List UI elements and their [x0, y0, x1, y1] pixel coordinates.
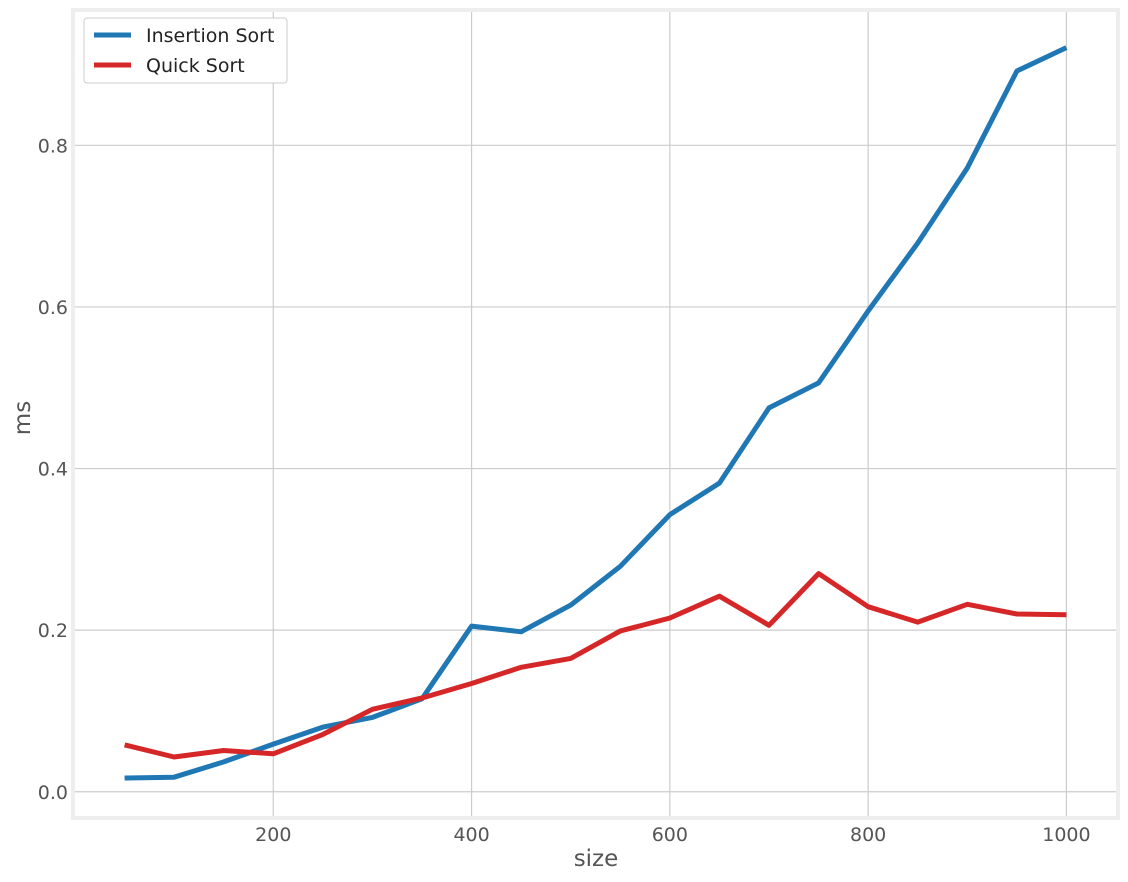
- x-tick-label-200: 200: [255, 824, 291, 846]
- series-line-insertion-sort: [124, 45, 1068, 781]
- x-tick-label-600: 600: [652, 824, 688, 846]
- legend-label-quick-sort: Quick Sort: [146, 55, 245, 77]
- series-lines: [124, 45, 1068, 781]
- y-tick-label-0.6: 0.6: [38, 297, 68, 319]
- y-tick-label-0.4: 0.4: [38, 459, 68, 481]
- grid-lines: [75, 12, 1116, 816]
- series-line-quick-sort: [124, 571, 1067, 760]
- y-tick-label-0.2: 0.2: [38, 620, 68, 642]
- x-tick-label-400: 400: [453, 824, 489, 846]
- y-axis-label: ms: [10, 401, 36, 435]
- legend: Insertion Sort Quick Sort: [83, 17, 288, 84]
- y-tick-label-0.8: 0.8: [38, 135, 68, 157]
- tick-labels: 200 400 600 800 1000 0.0 0.2 0.4 0.6 0.8: [38, 135, 1091, 846]
- legend-label-insertion-sort: Insertion Sort: [146, 25, 274, 47]
- legend-frame: [83, 17, 288, 84]
- x-tick-label-1000: 1000: [1042, 824, 1090, 846]
- x-tick-label-800: 800: [850, 824, 886, 846]
- y-tick-label-0.0: 0.0: [38, 782, 68, 804]
- plot-area: [71, 8, 1120, 820]
- x-axis-label: size: [574, 846, 619, 872]
